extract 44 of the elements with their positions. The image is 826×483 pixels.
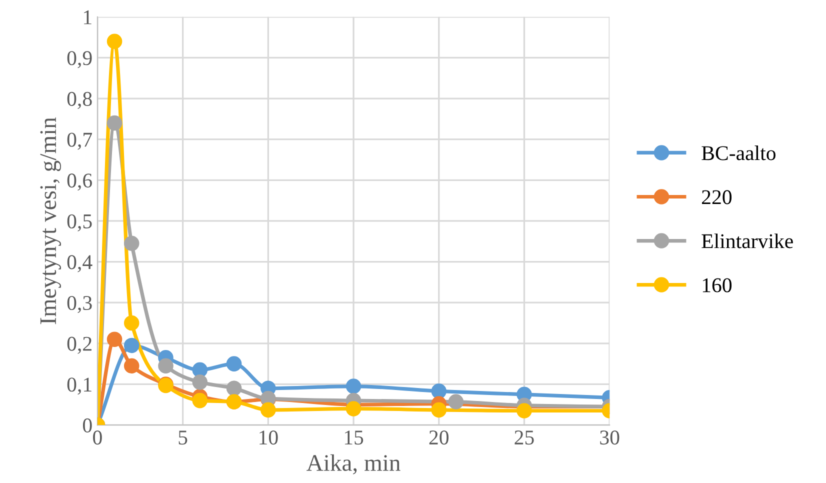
point (260, 402, 276, 418)
y-tick-label: 0,8 (67, 92, 92, 109)
x-tick-label: 25 (514, 430, 534, 445)
point (106, 34, 122, 50)
y-tick-label: 0,4 (67, 255, 92, 272)
y-tick-label: 0,2 (67, 336, 92, 354)
y-tick-label: 0,5 (67, 214, 92, 232)
point (124, 315, 140, 331)
point (192, 374, 208, 390)
y-tick-label: 0,7 (67, 132, 92, 150)
point (431, 384, 447, 399)
x-axis-title: Aika, min (306, 454, 400, 474)
legend-label: BC-aalto (702, 146, 776, 160)
point (448, 394, 464, 410)
point (192, 392, 208, 408)
point (226, 356, 242, 372)
point (516, 403, 532, 418)
x-tick-label: 5 (178, 430, 188, 445)
x-tick-label: 0 (93, 430, 102, 445)
y-tick-label: 0,9 (67, 51, 92, 68)
y-tick-label: 0,3 (67, 296, 92, 314)
point (192, 362, 208, 378)
legend-label: Elintarvike (702, 234, 793, 248)
point (124, 236, 140, 252)
point (226, 380, 242, 396)
x-tick-label: 20 (429, 430, 449, 445)
point (124, 358, 140, 374)
point (106, 115, 122, 131)
x-tick-label: 10 (260, 430, 278, 445)
x-tick-label: 30 (600, 430, 620, 445)
y-tick-label: 0 (82, 418, 92, 432)
x-tick-label: 15 (344, 430, 364, 445)
point (346, 378, 362, 394)
legend-label: 220 (702, 190, 732, 204)
legend-label: 160 (702, 278, 732, 292)
y-tick-label: 1 (84, 10, 92, 24)
point (106, 332, 122, 347)
point (124, 338, 140, 354)
point (158, 358, 174, 374)
point (431, 402, 447, 418)
point (346, 401, 362, 416)
y-tick-label: 0,1 (67, 378, 92, 395)
y-axis-title: Imeytynyt vesi, g/min (40, 117, 62, 324)
y-tick-label: 0,6 (67, 174, 92, 191)
